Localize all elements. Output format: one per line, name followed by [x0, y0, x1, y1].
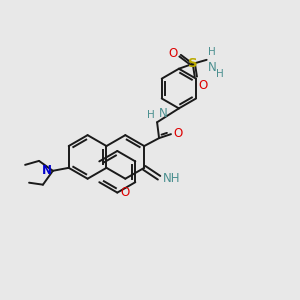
Text: O: O — [121, 186, 130, 199]
Text: H: H — [215, 69, 223, 79]
Text: N: N — [42, 164, 52, 177]
Text: N: N — [159, 107, 168, 120]
Text: S: S — [188, 57, 198, 70]
Text: NH: NH — [163, 172, 181, 185]
Text: H: H — [208, 47, 215, 57]
Text: O: O — [173, 127, 182, 140]
Text: N: N — [208, 61, 216, 74]
Text: O: O — [199, 79, 208, 92]
Text: H: H — [147, 110, 155, 120]
Text: O: O — [169, 47, 178, 60]
